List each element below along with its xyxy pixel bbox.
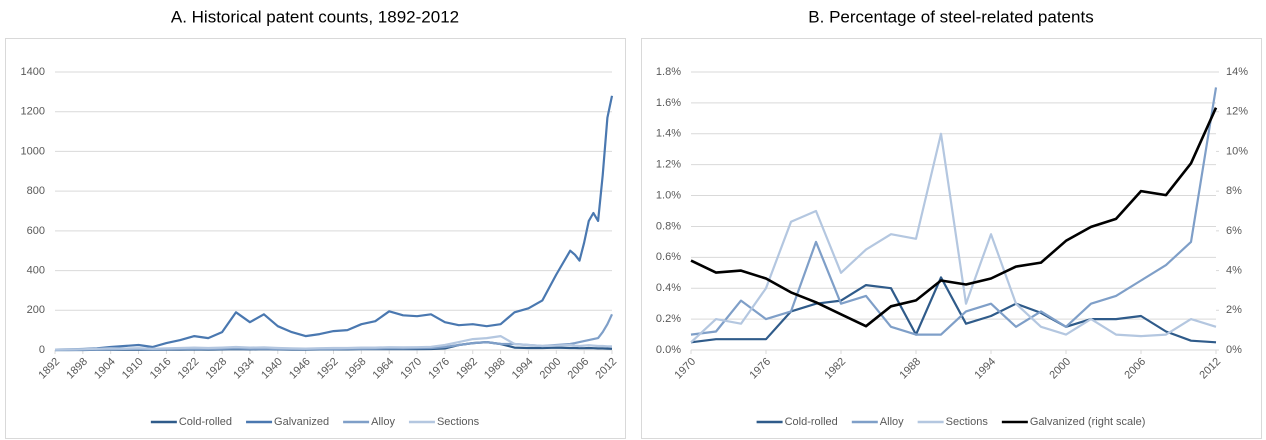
y-tick-label: 0.2% [656,313,681,325]
y-tick-label: 0.6% [656,251,681,263]
x-tick-label: 1892 [36,356,62,382]
chart-title: A. Historical patent counts, 1892-2012 [171,7,459,26]
x-tick-label: 1916 [148,356,174,382]
x-tick-label: 1976 [747,356,773,382]
x-tick-label: 1982 [822,356,848,382]
legend-label: Cold-rolled [785,416,838,428]
x-tick-label: 1994 [510,356,536,382]
y-tick-label: 0.8% [656,220,681,232]
legend-label: Cold-rolled [179,416,232,428]
legend-label: Sections [437,416,480,428]
legend-label: Galvanized (right scale) [1030,416,1146,428]
x-tick-label: 2012 [593,356,619,382]
y2-tick-label: 4% [1226,264,1242,276]
x-tick-label: 1958 [343,356,369,382]
y-tick-label: 1.4% [656,128,681,140]
x-tick-label: 1994 [972,356,998,382]
x-tick-label: 2000 [538,356,564,382]
y-tick-label: 0 [39,344,45,356]
y-tick-label: 800 [27,185,45,197]
y2-tick-label: 14% [1226,66,1248,78]
x-tick-label: 1934 [231,356,257,382]
y-tick-label: 0.0% [656,344,681,356]
x-tick-label: 2000 [1047,356,1073,382]
panel-border [5,38,626,439]
y-tick-label: 200 [27,304,45,316]
y2-tick-label: 10% [1226,145,1248,157]
y-tick-label: 400 [27,264,45,276]
x-tick-label: 1988 [482,356,508,382]
x-tick-label: 2006 [566,356,592,382]
x-tick-label: 1976 [426,356,452,382]
x-tick-label: 1928 [203,356,229,382]
y-tick-label: 1.0% [656,189,681,201]
y2-tick-label: 12% [1226,106,1248,118]
legend-label: Alloy [880,416,904,428]
y-tick-label: 1.8% [656,66,681,78]
x-tick-label: 1970 [672,356,698,382]
y-tick-label: 1000 [21,145,45,157]
x-tick-label: 1946 [287,356,313,382]
x-tick-label: 1952 [315,356,341,382]
x-tick-label: 2006 [1122,356,1148,382]
series-line [54,335,612,351]
x-tick-label: 1940 [259,356,285,382]
x-tick-label: 1904 [92,356,118,382]
x-tick-label: 1988 [897,356,923,382]
y2-tick-label: 0% [1226,344,1242,356]
x-tick-label: 1964 [371,356,397,382]
legend: Cold-rolled Alloy Sections Galvanized (righ… [756,416,1146,428]
series-line [690,107,1218,328]
x-tick-label: 1970 [398,356,424,382]
series-line [690,87,1218,336]
series-line [54,95,614,351]
legend-label: Galvanized [274,416,329,428]
y-tick-label: 1.6% [656,97,681,109]
series-line [690,132,1217,344]
y-tick-label: 1.2% [656,159,681,171]
x-tick-label: 1982 [454,356,480,382]
series-line [690,276,1217,344]
y2-tick-label: 6% [1226,225,1242,237]
legend: Cold-rolled Galvanized Alloy Sections [150,416,480,428]
y-tick-label: 0.4% [656,282,681,294]
x-tick-label: 1922 [176,356,202,382]
y2-tick-label: 8% [1226,185,1242,197]
x-tick-label: 1898 [64,356,90,382]
y-tick-label: 1400 [21,66,45,78]
legend-label: Alloy [371,416,395,428]
y-tick-label: 600 [27,225,45,237]
legend-label: Sections [946,416,989,428]
y-tick-label: 1200 [21,106,45,118]
chart-title: B. Percentage of steel-related patents [808,7,1093,26]
y2-tick-label: 2% [1226,304,1242,316]
x-tick-label: 2012 [1197,356,1223,382]
panel-border [641,38,1262,439]
x-tick-label: 1910 [120,356,146,382]
